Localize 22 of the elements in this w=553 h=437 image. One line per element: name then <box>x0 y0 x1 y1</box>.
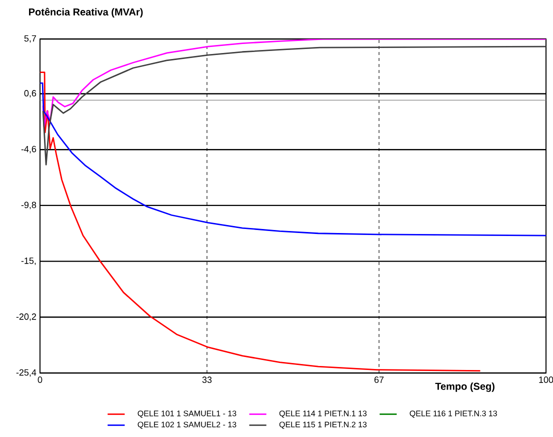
line-series <box>42 46 546 166</box>
y-tick-label: 5,7 <box>24 35 36 43</box>
line-series <box>42 38 546 128</box>
line-series <box>40 72 481 372</box>
y-tick-label: -15, <box>21 258 36 265</box>
legend-label: QELE 115 1 PIET.N.2 13 <box>279 422 367 429</box>
chart-title: Potência Reativa (MVAr) <box>29 8 143 18</box>
legend-label: QELE 116 1 PIET.N.3 13 <box>410 410 497 418</box>
x-tick-label: 100 <box>539 376 553 383</box>
y-tick-label: -4,6 <box>21 146 36 154</box>
y-tick-label: -9,8 <box>21 202 36 210</box>
x-axis-title: Tempo (Seg) <box>435 382 494 392</box>
legend-label: QELE 101 1 SAMUEL1 - 13 <box>138 410 236 418</box>
x-tick-label: 33 <box>202 376 212 383</box>
x-tick-label: 0 <box>38 376 42 383</box>
legend-label: QELE 102 1 SAMUEL2 - 13 <box>138 422 236 429</box>
y-tick-label: -20,2 <box>16 313 36 321</box>
line-series <box>40 82 546 236</box>
x-tick-label: 67 <box>374 376 384 383</box>
legend-label: QELE 114 1 PIET.N.1 13 <box>279 410 367 418</box>
y-tick-label: -25,4 <box>16 369 36 377</box>
y-tick-label: 0,6 <box>24 90 36 98</box>
